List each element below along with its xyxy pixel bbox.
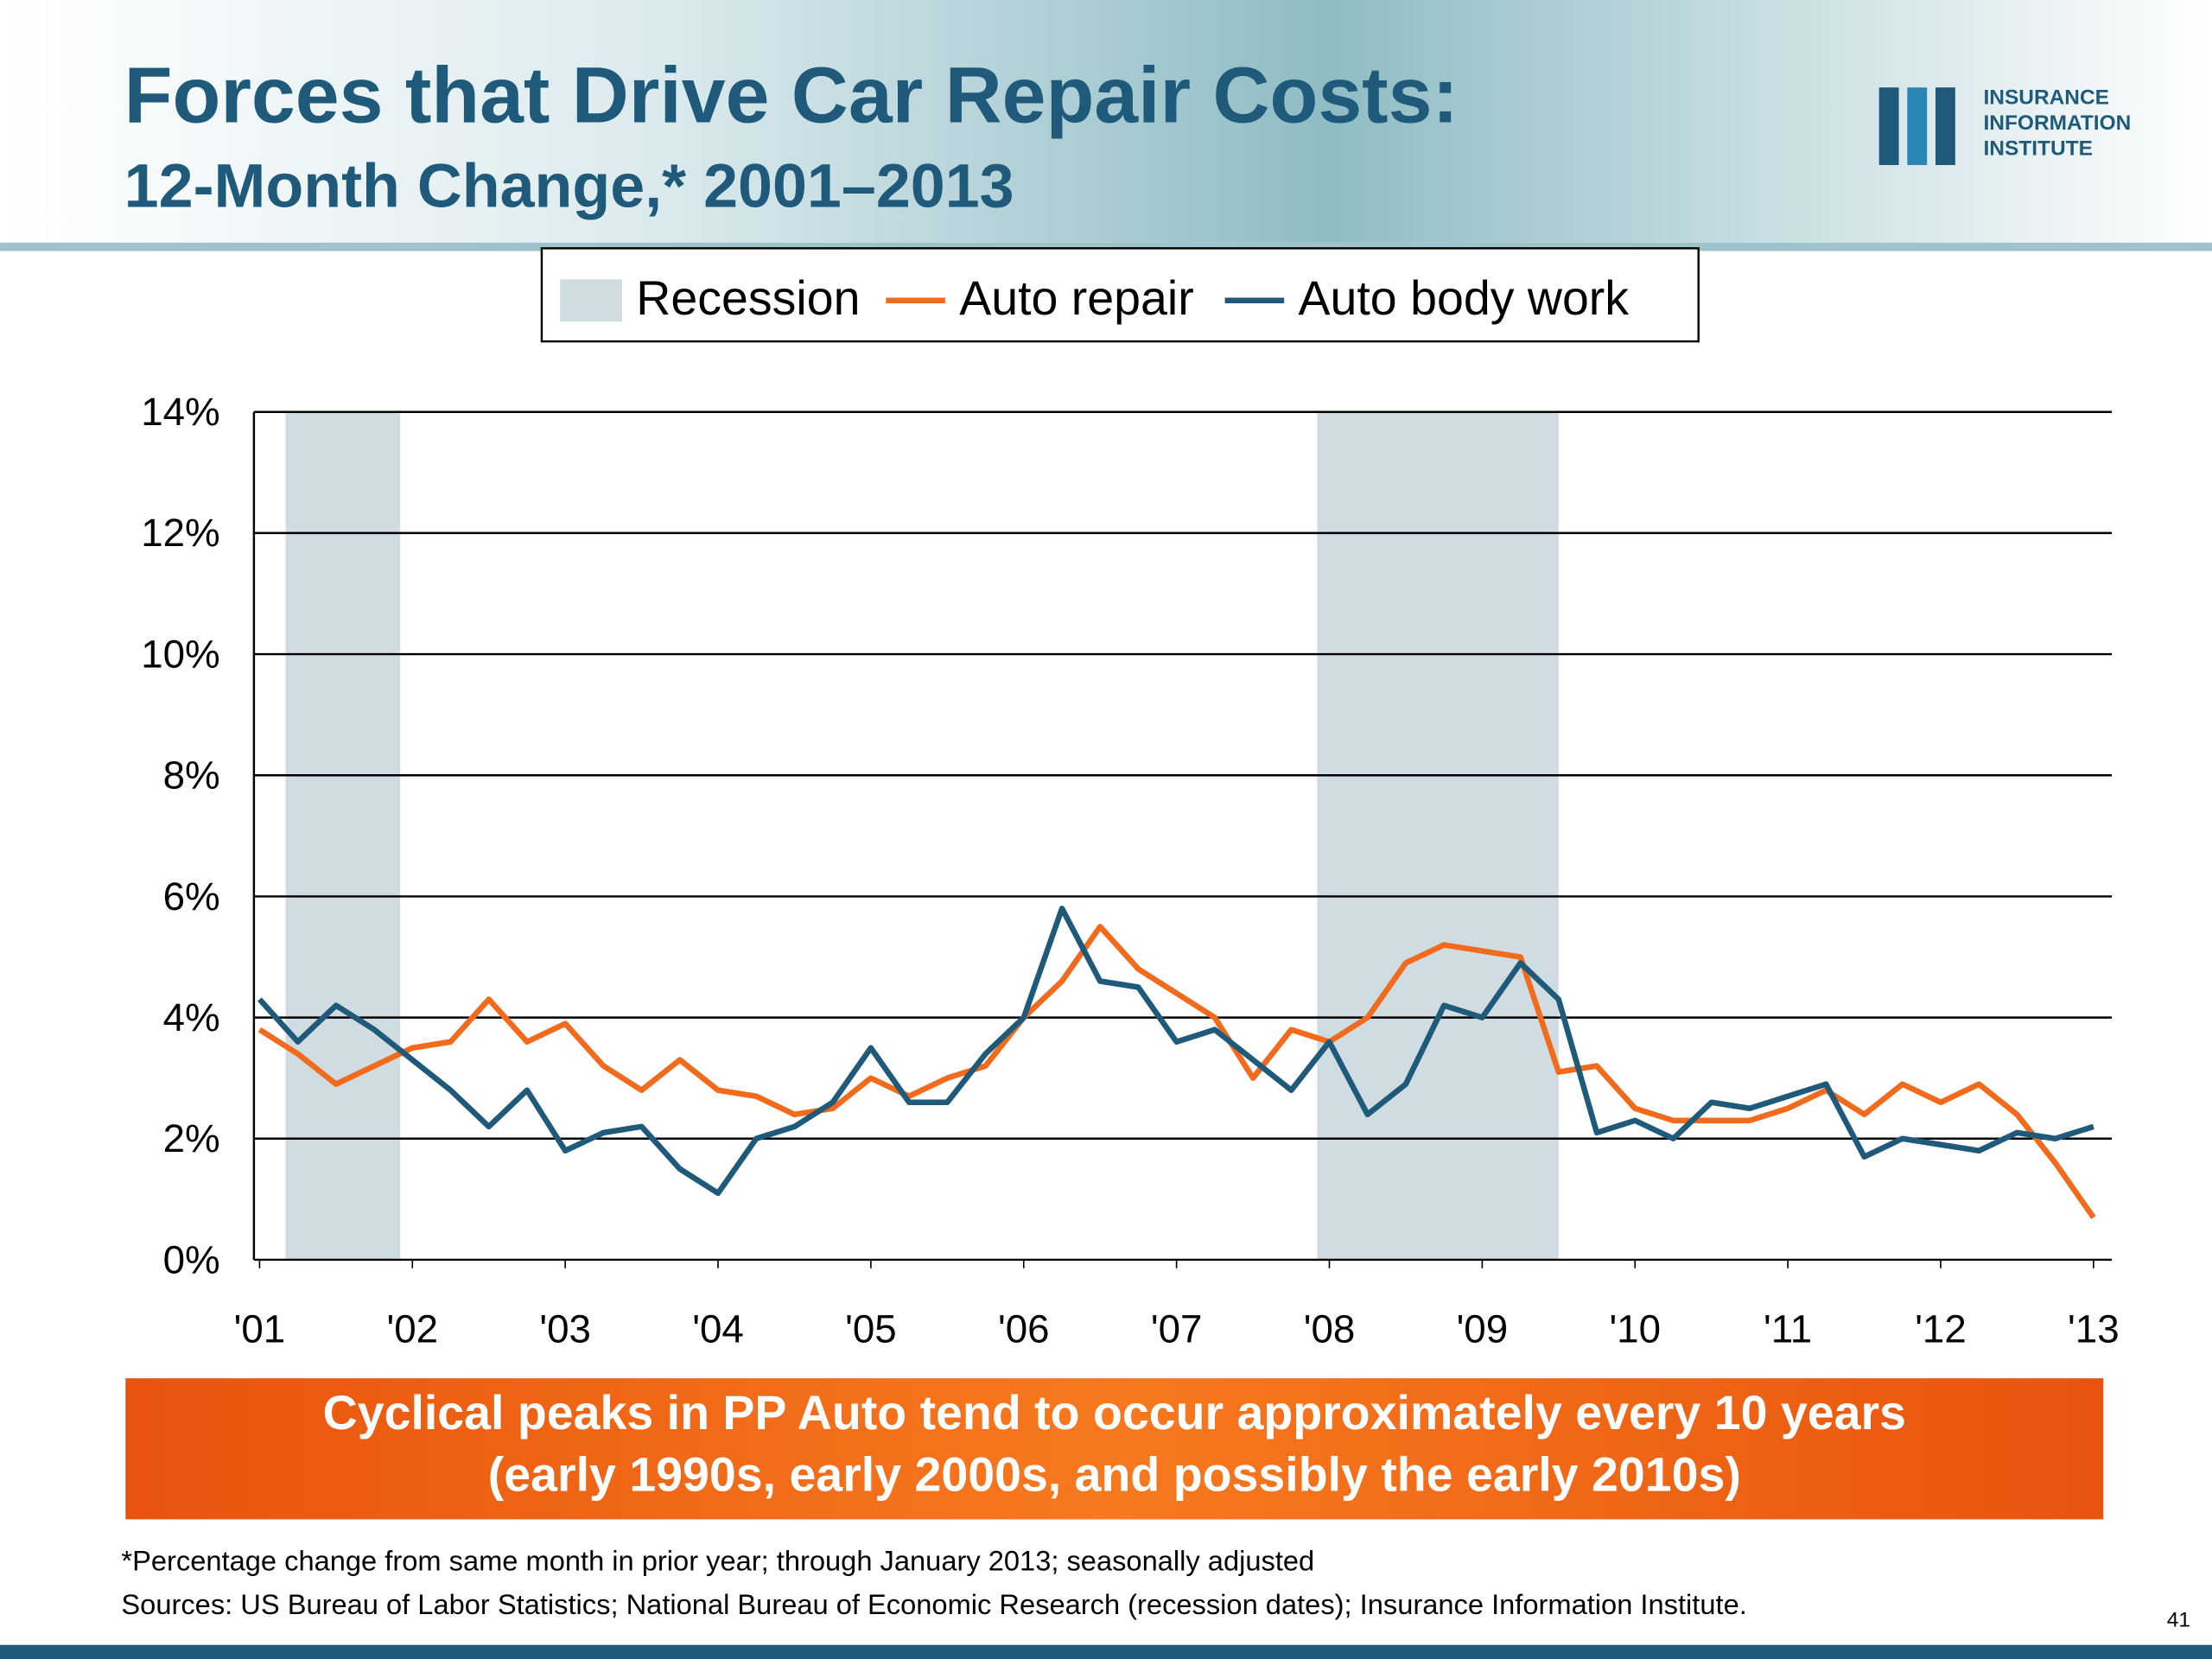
logo-text: INFORMATION: [1984, 111, 2132, 135]
legend-label: Auto repair: [959, 271, 1193, 325]
x-tick-label: '06: [998, 1306, 1050, 1351]
legend-label: Recession: [636, 271, 860, 325]
y-tick-label: 6%: [163, 874, 220, 918]
x-tick-label: '08: [1304, 1306, 1356, 1351]
subtitle: 12-Month Change,* 2001–2013: [124, 151, 1014, 220]
title: Forces that Drive Car Repair Costs:: [124, 52, 1459, 140]
recession-band: [1317, 411, 1559, 1260]
sources: Sources: US Bureau of Labor Statistics; …: [121, 1588, 1746, 1620]
legend-label: Auto body work: [1299, 271, 1630, 325]
callout-text: (early 1990s, early 2000s, and possibly …: [488, 1448, 1741, 1502]
footnote: *Percentage change from same month in pr…: [121, 1545, 1314, 1577]
x-tick-label: '07: [1151, 1306, 1203, 1351]
x-tick-label: '13: [2068, 1306, 2120, 1351]
y-tick-label: 12%: [141, 511, 219, 555]
header-rule: [0, 242, 2212, 251]
logo: INSURANCE INFORMATION INSTITUTE: [1878, 86, 2132, 166]
y-tick-label: 0%: [163, 1237, 220, 1281]
header-bg: [0, 0, 2212, 243]
x-tick-label: '11: [1764, 1306, 1812, 1351]
x-tick-label: '03: [539, 1306, 591, 1351]
series-line: [257, 906, 2094, 1197]
logo-text: INSTITUTE: [1984, 137, 2093, 161]
x-tick-label: '04: [692, 1306, 744, 1351]
logo-bar: [1936, 87, 1955, 166]
series-line: [257, 924, 2096, 1219]
x-tick-label: '09: [1457, 1306, 1509, 1351]
recession-band: [285, 411, 401, 1260]
y-tick-label: 4%: [163, 995, 220, 1039]
x-tick-label: '01: [234, 1306, 286, 1351]
x-tick-label: '12: [1915, 1306, 1967, 1351]
x-tick-label: '10: [1609, 1306, 1661, 1351]
logo-bar: [1907, 87, 1928, 166]
y-tick-label: 10%: [141, 632, 219, 676]
x-tick-label: '02: [386, 1306, 438, 1351]
plot: 0% 2% 4% 6% 8% 10% 12% 14% '01 '02 '03 '04 '05 '06 '07…: [141, 271, 2119, 1351]
x-tick-label: '05: [845, 1306, 897, 1351]
y-tick-label: 2%: [163, 1116, 220, 1160]
footer-bar: [0, 1644, 2212, 1659]
logo-text: INSURANCE: [1984, 86, 2109, 110]
page-number: 41: [2167, 1608, 2190, 1631]
callout-box: [125, 1378, 2104, 1520]
y-tick-label: 8%: [163, 753, 220, 798]
legend: [540, 247, 1700, 343]
y-tick-label: 14%: [141, 390, 219, 434]
logo-bar: [1878, 87, 1899, 166]
legend-swatch: [560, 279, 622, 322]
callout-text: Cyclical peaks in PP Auto tend to occur …: [323, 1386, 1906, 1440]
